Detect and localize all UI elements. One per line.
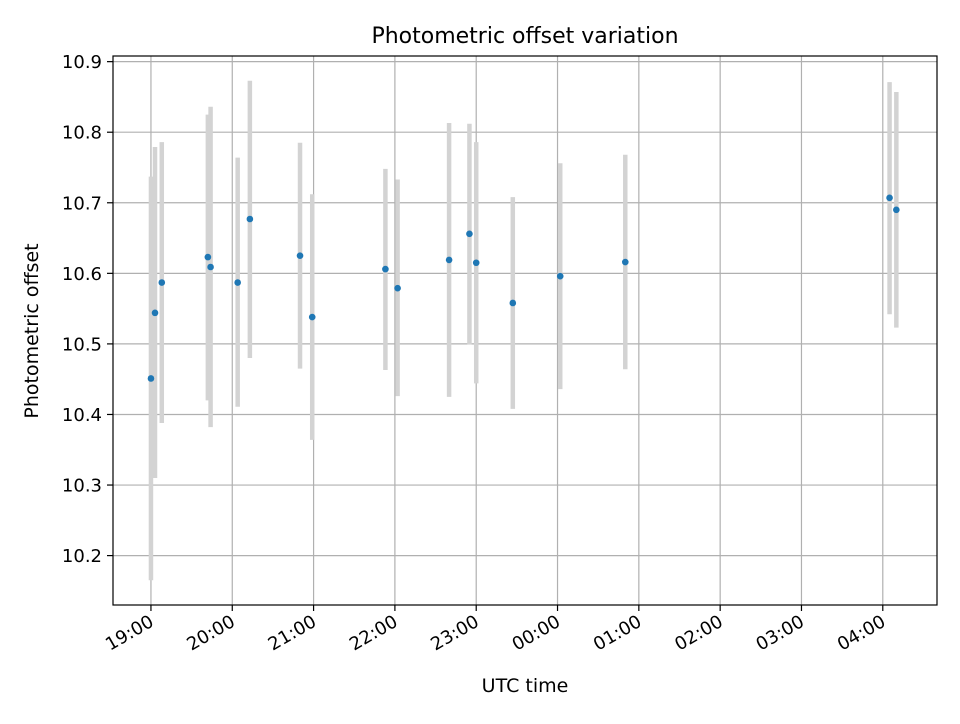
data-point xyxy=(893,206,900,214)
data-points xyxy=(147,194,900,382)
y-axis-label: Photometric offset xyxy=(21,243,43,418)
data-point xyxy=(556,272,564,280)
y-tick-label: 10.9 xyxy=(62,52,102,73)
data-point xyxy=(147,375,155,382)
data-point xyxy=(509,299,517,307)
data-point xyxy=(394,284,401,292)
x-axis-label: UTC time xyxy=(482,675,569,697)
data-point xyxy=(204,253,212,261)
data-point xyxy=(207,263,214,271)
y-axis-ticks: 10.2 10.3 10.4 10.5 10.6 10.7 10.8 10.9 xyxy=(62,52,113,567)
plot-frame xyxy=(112,55,938,606)
y-tick-label: 10.5 xyxy=(62,334,102,355)
y-tick-label: 10.8 xyxy=(62,123,102,144)
y-tick-label: 10.3 xyxy=(62,476,102,497)
data-point xyxy=(472,259,480,267)
data-point xyxy=(621,258,629,266)
data-point xyxy=(246,215,254,223)
data-point xyxy=(886,194,893,202)
data-point xyxy=(445,256,453,264)
data-point xyxy=(382,265,389,273)
y-tick-label: 10.7 xyxy=(62,193,102,214)
data-point xyxy=(158,279,166,286)
data-point xyxy=(308,313,316,321)
data-point xyxy=(466,230,473,238)
data-point xyxy=(234,279,241,286)
chart-title: Photometric offset variation xyxy=(371,24,678,49)
y-tick-label: 10.2 xyxy=(62,546,102,567)
data-point xyxy=(151,309,159,317)
y-tick-label: 10.6 xyxy=(62,264,102,285)
data-point xyxy=(296,252,304,260)
y-tick-label: 10.4 xyxy=(62,405,102,426)
